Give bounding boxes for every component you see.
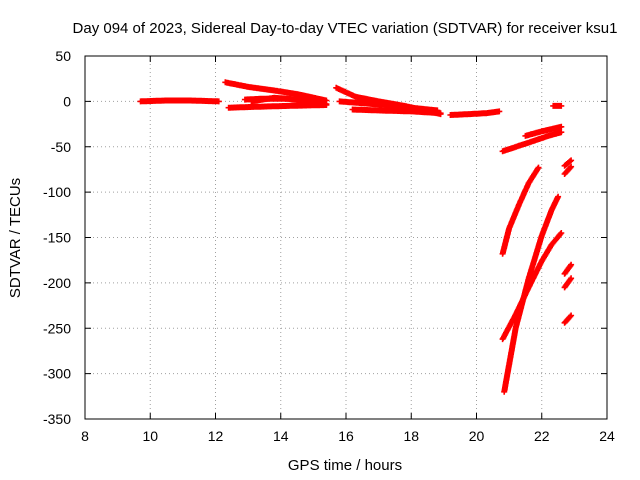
- series-markers: [561, 275, 575, 291]
- series-layer: [137, 79, 575, 395]
- data-series: [522, 123, 565, 139]
- data-series: [561, 261, 575, 277]
- x-tick-label: 20: [469, 428, 485, 444]
- x-tick-label: 22: [534, 428, 550, 444]
- data-series: [349, 106, 444, 117]
- data-series: [561, 275, 575, 291]
- series-markers: [499, 129, 565, 155]
- y-tick-label: -300: [43, 366, 71, 382]
- data-series: [248, 94, 323, 106]
- x-tick-label: 12: [208, 428, 224, 444]
- y-tick-labels: 50 0 -50 -100 -150 -200 -250 -300 -350: [43, 48, 71, 427]
- plot-frame: [84, 55, 608, 420]
- data-series: [499, 129, 565, 155]
- x-tick-label: 18: [403, 428, 419, 444]
- series-markers: [561, 261, 575, 277]
- series-markers: [137, 97, 222, 105]
- series-markers: [561, 157, 575, 169]
- data-series: [222, 79, 330, 104]
- data-series: [561, 312, 575, 326]
- series-markers: [499, 164, 542, 257]
- x-tick-label: 10: [142, 428, 158, 444]
- data-series: [561, 163, 575, 177]
- data-series: [447, 108, 503, 118]
- series-markers: [501, 193, 562, 395]
- y-tick-label: -350: [43, 411, 71, 427]
- x-tick-label: 8: [81, 428, 89, 444]
- y-tick-label: -100: [43, 184, 71, 200]
- x-tick-labels: 8 10 12 14 16 18 20 22 24: [81, 428, 615, 444]
- series-markers: [349, 106, 444, 117]
- y-tick-label: -200: [43, 275, 71, 291]
- series-markers: [222, 79, 330, 104]
- x-tick-label: 14: [273, 428, 289, 444]
- data-series: [561, 157, 575, 169]
- series-markers: [447, 108, 503, 118]
- y-tick-label: 0: [63, 93, 71, 109]
- data-series: [499, 164, 542, 257]
- series-markers: [499, 230, 565, 343]
- data-series: [137, 97, 222, 105]
- y-tick-label: 50: [55, 48, 71, 64]
- data-series: [501, 193, 562, 395]
- y-tick-label: -250: [43, 320, 71, 336]
- data-series: [550, 102, 565, 109]
- x-tick-label: 16: [338, 428, 354, 444]
- grid-layer: [85, 56, 607, 419]
- x-axis-label: GPS time / hours: [288, 457, 402, 474]
- chart-title: Day 094 of 2023, Sidereal Day-to-day VTE…: [73, 20, 618, 37]
- x-tick-label: 24: [599, 428, 615, 444]
- y-axis-label: SDTVAR / TECUs: [7, 178, 24, 298]
- series-markers: [561, 163, 575, 177]
- series-markers: [550, 102, 565, 109]
- series-markers: [248, 94, 323, 106]
- series-markers: [522, 123, 565, 139]
- y-tick-label: -50: [51, 139, 71, 155]
- data-series: [499, 230, 565, 343]
- series-markers: [561, 312, 575, 326]
- y-tick-label: -150: [43, 230, 71, 246]
